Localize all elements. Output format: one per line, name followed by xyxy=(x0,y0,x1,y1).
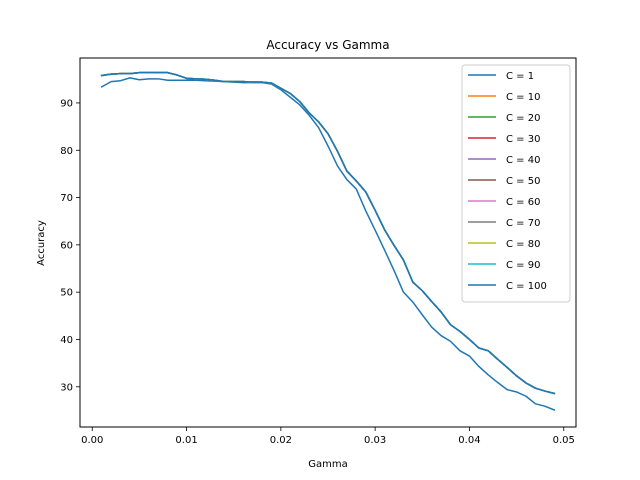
series-line-10 xyxy=(100,71,556,395)
legend-label: C = 90 xyxy=(506,260,540,271)
legend: C = 1 C = 10 C = 20 C = 30 C = 40 C = 50 C = 6… xyxy=(461,64,571,303)
legend-label: C = 20 xyxy=(506,113,540,124)
y-axis: 30 40 50 60 70 80 90 xyxy=(60,98,80,393)
y-tick-label: 80 xyxy=(60,146,73,157)
series-line-0 xyxy=(100,77,556,411)
legend-label: C = 30 xyxy=(506,134,540,145)
plot-frame xyxy=(79,57,577,428)
x-tick-label: 0.05 xyxy=(553,435,575,446)
legend-label: C = 40 xyxy=(506,155,540,166)
legend-label: C = 10 xyxy=(506,92,540,103)
legend-label: C = 80 xyxy=(506,239,540,250)
x-tick-label: 0.00 xyxy=(81,435,103,446)
x-tick-label: 0.02 xyxy=(270,435,292,446)
x-tick-label: 0.03 xyxy=(364,435,386,446)
chart-title: Accuracy vs Gamma xyxy=(266,38,389,52)
y-tick-label: 50 xyxy=(60,288,73,299)
y-tick-label: 40 xyxy=(60,335,73,346)
plot-lines xyxy=(100,71,556,411)
x-axis: 0.00 0.01 0.02 0.03 0.04 0.05 xyxy=(81,427,575,446)
legend-label: C = 60 xyxy=(506,197,540,208)
y-tick-label: 60 xyxy=(60,240,73,251)
legend-label: C = 70 xyxy=(506,218,540,229)
y-tick-label: 70 xyxy=(60,193,73,204)
x-tick-label: 0.04 xyxy=(458,435,480,446)
x-tick-label: 0.01 xyxy=(175,435,197,446)
x-axis-label: Gamma xyxy=(308,459,348,470)
legend-label: C = 1 xyxy=(506,71,534,82)
y-axis-label: Accuracy xyxy=(36,220,47,266)
legend-label: C = 100 xyxy=(506,281,547,292)
y-tick-label: 30 xyxy=(60,382,73,393)
legend-label: C = 50 xyxy=(506,176,540,187)
y-tick-label: 90 xyxy=(60,98,73,109)
